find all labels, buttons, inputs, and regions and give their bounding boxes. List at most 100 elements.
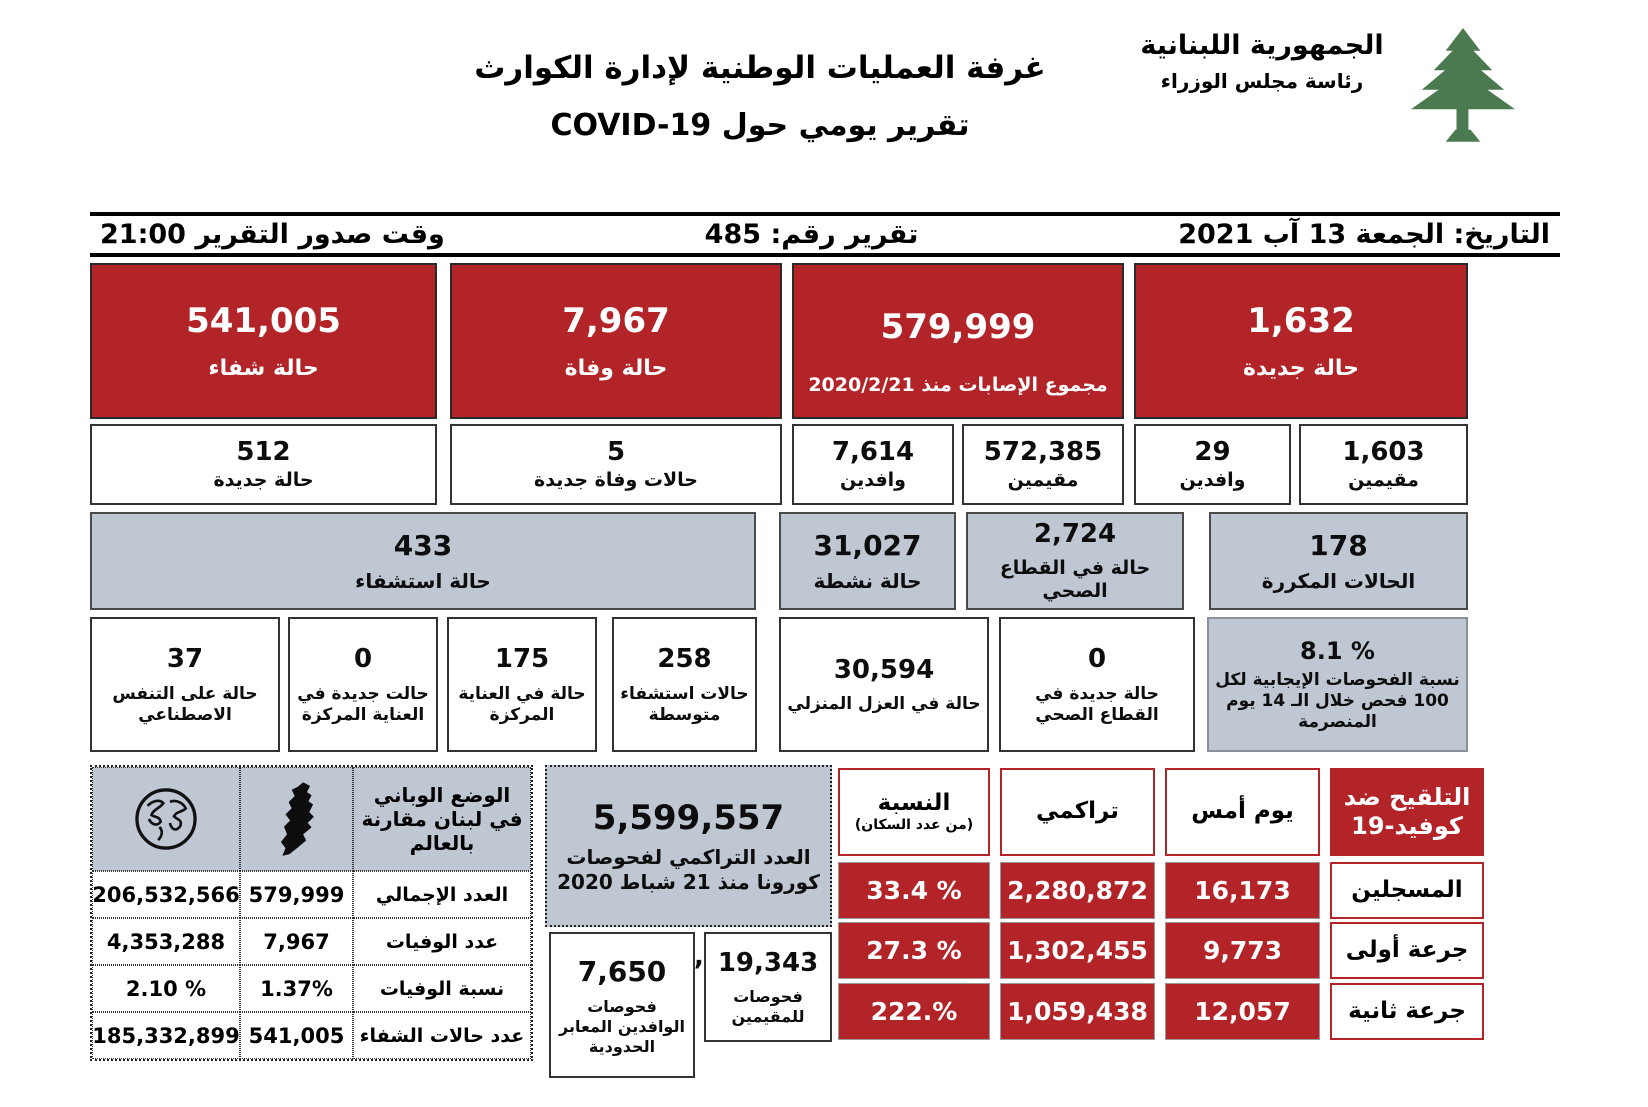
kpi-value: 29 [1194,437,1231,468]
kpi-value: 2,724 [1033,519,1117,549]
kpi-label: حالة نشطة [813,569,922,593]
vaccination-first-dose-yesterday: 9,773 [1165,922,1320,979]
kpi-value: 433 [393,529,453,562]
report-title-line1: غرفة العمليات الوطنية لإدارة الكوارث [474,50,1046,86]
comparison-lebanon-death-rate: 1.37% [240,965,353,1012]
comparison-title: الوضع الوباني في لبنان مقارنة بالعالم [353,767,531,871]
kpi-label: حالة في القطاع الصحي [999,556,1151,603]
kpi-value: 30,594 [833,654,935,685]
comparison-world-total: 206,532,566 [92,871,240,918]
kpi-recovered-total: 541,005 حالة شفاء [90,263,437,419]
kpi-active-cases: 31,027 حالة نشطة [779,512,956,610]
tests-cumulative-label: العدد التراكمي لفحوصات كورونا منذ 21 شبا… [557,845,820,895]
kpi-moderate-hospital: 258 حالات استشفاء متوسطة [612,617,757,752]
vaccination-row-second-dose: جرعة ثانية [1330,983,1484,1040]
report-meta-bar: التاريخ: الجمعة 13 آب 2021 تقرير رقم: 48… [90,212,1560,257]
kpi-value: 541,005 [186,301,341,341]
kpi-positivity-rate: 8.1 % نسبة الفحوصات الإيجابية لكل 100 فح… [1207,617,1468,752]
kpi-label: حالة في العزل المنزلي [787,694,981,715]
comparison-lebanon-total: 579,999 [240,871,353,918]
kpi-value: 0 [1087,644,1107,674]
kpi-cumulative-residents: 572,385 مقيمين [962,424,1124,505]
kpi-value: 579,999 [880,306,1036,347]
brand-org-line2: رئاسة مجلس الوزراء [1160,69,1364,93]
vaccination-col-percent: النسبة (من عدد السكان) [838,768,990,856]
kpi-label: حالة وفاة [564,355,668,381]
tests-arrivals-label: فحوصات الوافدين المعابر الحدودية [559,996,685,1056]
vaccination-second-dose-percent: 222.% [838,983,990,1040]
world-comparison-table: الوضع الوباني في لبنان مقارنة بالعالم 20… [90,765,533,1061]
kpi-label: حالة على التنفس الاصطناعي [112,683,258,725]
kpi-label: نسبة الفحوصات الإيجابية لكل 100 فحص خلال… [1215,669,1460,733]
kpi-value: 572,385 [983,437,1103,468]
kpi-value: 7,967 [562,301,670,341]
tests-residents-value: 19,343 [717,947,819,978]
kpi-new-total: 1,632 حالة جديدة [1134,263,1468,419]
kpi-deaths-total: 7,967 حالة وفاة [450,263,782,419]
kpi-value: 512 [236,437,291,468]
kpi-repeated-cases: 178 الحالات المكررة [1209,512,1468,610]
vaccination-row-registered: المسجلين [1330,862,1484,919]
comparison-row-label: نسبة الوفيات [353,965,531,1012]
vaccination-title-line1: التلقيح ضد [1343,783,1471,812]
kpi-value: 8.1 % [1300,636,1375,665]
vaccination-row-first-dose: جرعة أولى [1330,922,1484,979]
comparison-row-label: عدد حالات الشفاء [353,1012,531,1059]
report-title: غرفة العمليات الوطنية لإدارة الكوارث تقر… [420,50,1100,143]
kpi-icu-cases: 175 حالة في العناية المركزة [447,617,597,752]
kpi-value: 31,027 [813,529,922,562]
vaccination-first-dose-percent: 27.3 % [838,922,990,979]
kpi-value: 37 [166,644,204,674]
kpi-label: حالة جديدة [213,468,314,491]
kpi-health-sector-new: 0 حالة جديدة في القطاع الصحي [999,617,1195,752]
vaccination-col-cumulative: تراكمي [1000,768,1155,856]
vaccination-title: التلقيح ضد كوفيد-19 [1330,768,1484,856]
comparison-lebanon-deaths: 7,967 [240,918,353,965]
kpi-value: 1,632 [1247,301,1355,341]
kpi-cumulative-total: 579,999 مجموع الإصابات منذ 2020/2/21 [792,263,1124,419]
vaccination-col-percent-line2: (من عدد السكان) [854,817,974,834]
kpi-label: الحالات المكررة [1261,569,1416,593]
vaccination-col-percent-line1: النسبة [877,789,951,816]
tests-residents-label: فحوصات للمقيمين [731,987,805,1027]
vaccination-second-dose-yesterday: 12,057 [1165,983,1320,1040]
report-date: التاريخ: الجمعة 13 آب 2021 [1178,219,1550,250]
kpi-ventilator-cases: 37 حالة على التنفس الاصطناعي [90,617,280,752]
kpi-label: وافدين [1179,468,1246,491]
comparison-world-deaths: 4,353,288 [92,918,240,965]
kpi-icu-new: 0 حالت جديدة في العناية المركزة [288,617,438,752]
kpi-label: مقيمين [1348,468,1419,491]
tests-cumulative: 5,599,557 العدد التراكمي لفحوصات كورونا … [545,765,832,927]
tests-residents: 19,343 فحوصات للمقيمين [704,932,832,1042]
brand-org-line1: الجمهورية اللبنانية [1140,30,1384,61]
vaccination-second-dose-cumulative: 1,059,438 [1000,983,1155,1040]
kpi-label: مقيمين [1007,468,1079,491]
kpi-home-isolation: 30,594 حالة في العزل المنزلي [779,617,989,752]
kpi-new-arrivals: 29 وافدين [1134,424,1291,505]
kpi-label: حالة شفاء [208,355,319,381]
kpi-value: 1,603 [1342,437,1425,468]
kpi-value: 175 [494,644,550,674]
kpi-value: 0 [353,644,373,674]
kpi-new-residents: 1,603 مقيمين [1299,424,1468,505]
comparison-world-recovered: 185,332,899 [92,1012,240,1059]
kpi-value: 258 [657,644,712,674]
kpi-label: وافدين [840,468,906,491]
kpi-value: 5 [606,437,626,468]
globe-icon [92,767,240,871]
kpi-label: حالة جديدة [1243,355,1359,381]
report-number: تقرير رقم: 485 [704,219,919,250]
vaccination-registered-cumulative: 2,280,872 [1000,862,1155,919]
vaccination-title-line2: كوفيد-19 [1351,812,1463,840]
clipped-number-artifact: , [694,942,704,972]
kpi-recovered-new: 512 حالة جديدة [90,424,437,505]
kpi-cumulative-arrivals: 7,614 وافدين [792,424,954,505]
kpi-label: حالة في العناية المركزة [458,683,586,725]
comparison-lebanon-recovered: 541,005 [240,1012,353,1059]
comparison-row-label: عدد الوفيات [353,918,531,965]
tests-arrivals: 7,650 فحوصات الوافدين المعابر الحدودية [549,932,695,1078]
kpi-label: حالات وفاة جديدة [534,468,698,491]
kpi-value: 178 [1309,529,1368,562]
vaccination-registered-percent: 33.4 % [838,862,990,919]
